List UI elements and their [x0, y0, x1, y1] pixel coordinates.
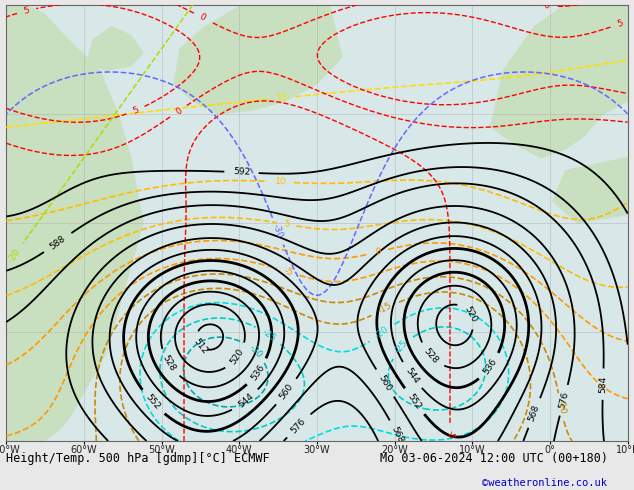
Text: 15: 15 — [276, 93, 288, 103]
Text: 512: 512 — [192, 336, 209, 355]
Text: 0: 0 — [543, 1, 549, 11]
Polygon shape — [6, 5, 143, 441]
Text: -30: -30 — [271, 222, 285, 240]
Text: 584: 584 — [598, 375, 608, 393]
Text: 576: 576 — [289, 416, 307, 435]
Text: 536: 536 — [481, 357, 499, 376]
Text: Mo 03-06-2024 12:00 UTC (00+180): Mo 03-06-2024 12:00 UTC (00+180) — [380, 452, 609, 465]
Text: 536: 536 — [249, 363, 266, 382]
Polygon shape — [491, 5, 628, 157]
Text: 568: 568 — [527, 403, 541, 422]
Text: 528: 528 — [422, 346, 440, 365]
Text: -5: -5 — [283, 266, 294, 278]
Text: 5: 5 — [131, 105, 140, 116]
Polygon shape — [174, 5, 342, 114]
Polygon shape — [553, 157, 628, 223]
Text: 544: 544 — [403, 366, 420, 385]
Text: 0: 0 — [375, 246, 382, 257]
Text: 10: 10 — [275, 177, 287, 187]
Text: 0: 0 — [198, 12, 207, 23]
Text: 5: 5 — [283, 220, 290, 229]
Text: 544: 544 — [236, 392, 255, 410]
Text: -20: -20 — [7, 246, 22, 264]
Text: 568: 568 — [389, 425, 405, 444]
Text: -5: -5 — [446, 430, 455, 439]
Text: 0: 0 — [174, 105, 184, 116]
Text: 5: 5 — [23, 6, 30, 16]
Text: 576: 576 — [557, 391, 570, 410]
Text: Height/Temp. 500 hPa [gdmp][°C] ECMWF: Height/Temp. 500 hPa [gdmp][°C] ECMWF — [6, 452, 270, 465]
Text: -10: -10 — [555, 399, 567, 415]
Text: 592: 592 — [233, 168, 250, 177]
Text: 528: 528 — [160, 354, 177, 373]
Text: -25: -25 — [260, 327, 277, 343]
Text: -20: -20 — [373, 325, 391, 341]
Text: 560: 560 — [377, 373, 393, 393]
Text: -15: -15 — [377, 301, 394, 316]
Text: 520: 520 — [462, 304, 479, 324]
Text: ©weatheronline.co.uk: ©weatheronline.co.uk — [482, 478, 607, 488]
Text: 588: 588 — [48, 234, 67, 251]
Polygon shape — [87, 26, 143, 70]
Text: 520: 520 — [229, 347, 246, 367]
Text: 552: 552 — [406, 392, 423, 411]
Text: 5: 5 — [616, 19, 624, 29]
Text: 552: 552 — [144, 393, 162, 412]
Text: -25: -25 — [394, 339, 410, 356]
Text: 560: 560 — [278, 382, 295, 401]
Text: -30: -30 — [247, 343, 264, 360]
